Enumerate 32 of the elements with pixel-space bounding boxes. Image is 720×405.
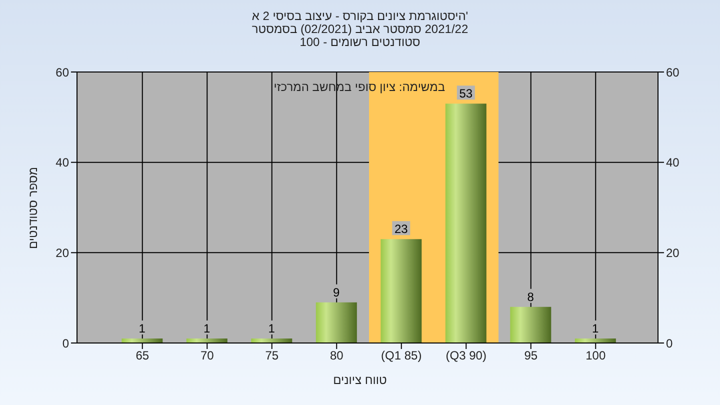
y-tick-label: 20	[56, 246, 70, 260]
data-label: 1	[204, 321, 211, 336]
x-tick-label: (Q3 90)	[446, 348, 486, 363]
y2-tick-label: 20	[666, 246, 680, 260]
data-label: 23	[394, 222, 408, 236]
data-label: 8	[527, 290, 534, 304]
x-tick-label: 75	[265, 348, 279, 363]
bar	[510, 306, 552, 343]
y-tick-label: 0	[62, 336, 70, 350]
data-label: 53	[459, 86, 473, 101]
data-label: 1	[268, 321, 276, 336]
chart-subtitle: 2021/22 סמסטר אביב (02/2021) בסמסטר סטודנטים רשומים - 100	[250, 22, 470, 49]
y-tick-label: 40	[56, 156, 70, 170]
x-tick-label: 80	[330, 348, 344, 363]
x-tick-label: (Q1 85)	[381, 348, 422, 363]
y2-tick-label: 40	[666, 156, 680, 170]
x-tick-label: 70	[200, 348, 214, 363]
y2-tick-label: 0	[666, 336, 673, 350]
y-tick-label: 60	[56, 65, 70, 80]
bar	[316, 302, 357, 343]
x-axis-title: טווח ציונים	[332, 373, 388, 387]
bar	[445, 104, 486, 343]
bar	[380, 239, 422, 343]
y2-tick-label: 60	[666, 65, 680, 80]
y-axis-title: מספר סטודנטים	[26, 166, 40, 250]
chart-title: 'היסטוגרמת ציונים בקורס - עיצוב בסיסי 2 א	[250, 9, 470, 23]
data-label: 1	[592, 321, 600, 336]
x-tick-label: 95	[524, 348, 538, 363]
x-tick-label: 100	[586, 348, 606, 363]
x-tick-label: 65	[136, 348, 150, 363]
data-label: 9	[333, 285, 340, 300]
data-label: 1	[138, 321, 146, 336]
